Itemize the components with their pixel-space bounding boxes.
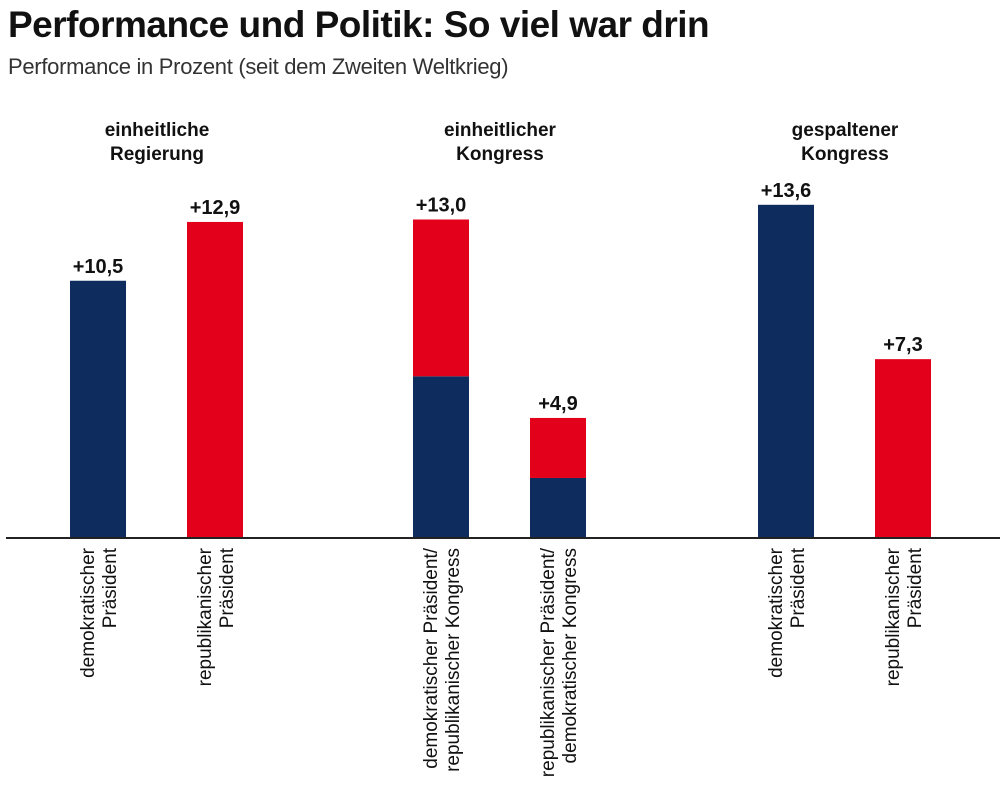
bar-segment-democratic [70, 280, 126, 538]
group-label-line: gespaltener [792, 120, 899, 141]
category-label: republikanischerPräsident [883, 547, 926, 686]
category-label-line: republikanischer [195, 547, 216, 686]
category-label-line: Präsident [788, 547, 809, 628]
group-label: einheitliche Regierung [105, 120, 210, 165]
bar-segment-republican [187, 221, 243, 538]
bar-segment-republican [413, 219, 469, 377]
category-label: demokratischer Präsident/republikanische… [421, 547, 464, 772]
category-label: republikanischer Präsident/demokratische… [538, 547, 581, 777]
bar-segment-democratic [758, 204, 814, 539]
category-label-line: Präsident [217, 547, 238, 628]
category-label-line: demokratischer [78, 547, 99, 678]
category-label: demokratischerPräsident [78, 547, 121, 678]
bars-layer: einheitliche Regierung +10,5 demokratischer… [70, 120, 931, 777]
category-label: demokratischerPräsident [766, 547, 809, 678]
bar-segment-republican [875, 359, 931, 538]
value-label: +13,6 [761, 180, 812, 202]
category-label-line: demokratischer [766, 547, 787, 678]
value-label: +7,3 [883, 334, 922, 356]
group-label-line: einheitlicher [444, 120, 557, 141]
category-label-line: republikanischer [883, 547, 904, 686]
bar-segment-democratic [530, 477, 586, 538]
group-label: einheitlicher Kongress [444, 120, 557, 165]
chart-title: Performance und Politik: So viel war dri… [8, 4, 710, 45]
value-label: +10,5 [73, 256, 124, 278]
category-label-line: demokratischer Präsident/ [421, 547, 442, 768]
group-label-line: Kongress [456, 144, 544, 165]
group-label-line: Regierung [110, 144, 204, 165]
category-label-line: Präsident [905, 547, 926, 628]
category-label-line: republikanischer Kongress [443, 548, 464, 772]
category-label-line: republikanischer Präsident/ [538, 547, 559, 777]
category-label: republikanischerPräsident [195, 547, 238, 686]
bar-segment-republican [530, 417, 586, 478]
group-label: gespaltener Kongress [792, 120, 899, 165]
value-label: +4,9 [538, 393, 577, 415]
group-label-line: einheitliche [105, 120, 210, 141]
category-label-line: Präsident [100, 547, 121, 628]
category-label-line: demokratischer Kongress [560, 548, 581, 763]
value-label: +12,9 [190, 197, 241, 219]
group-label-line: Kongress [801, 144, 889, 165]
chart-subtitle: Performance in Prozent (seit dem Zweiten… [8, 54, 509, 79]
value-label: +13,0 [416, 195, 467, 217]
bar-segment-democratic [413, 376, 469, 538]
